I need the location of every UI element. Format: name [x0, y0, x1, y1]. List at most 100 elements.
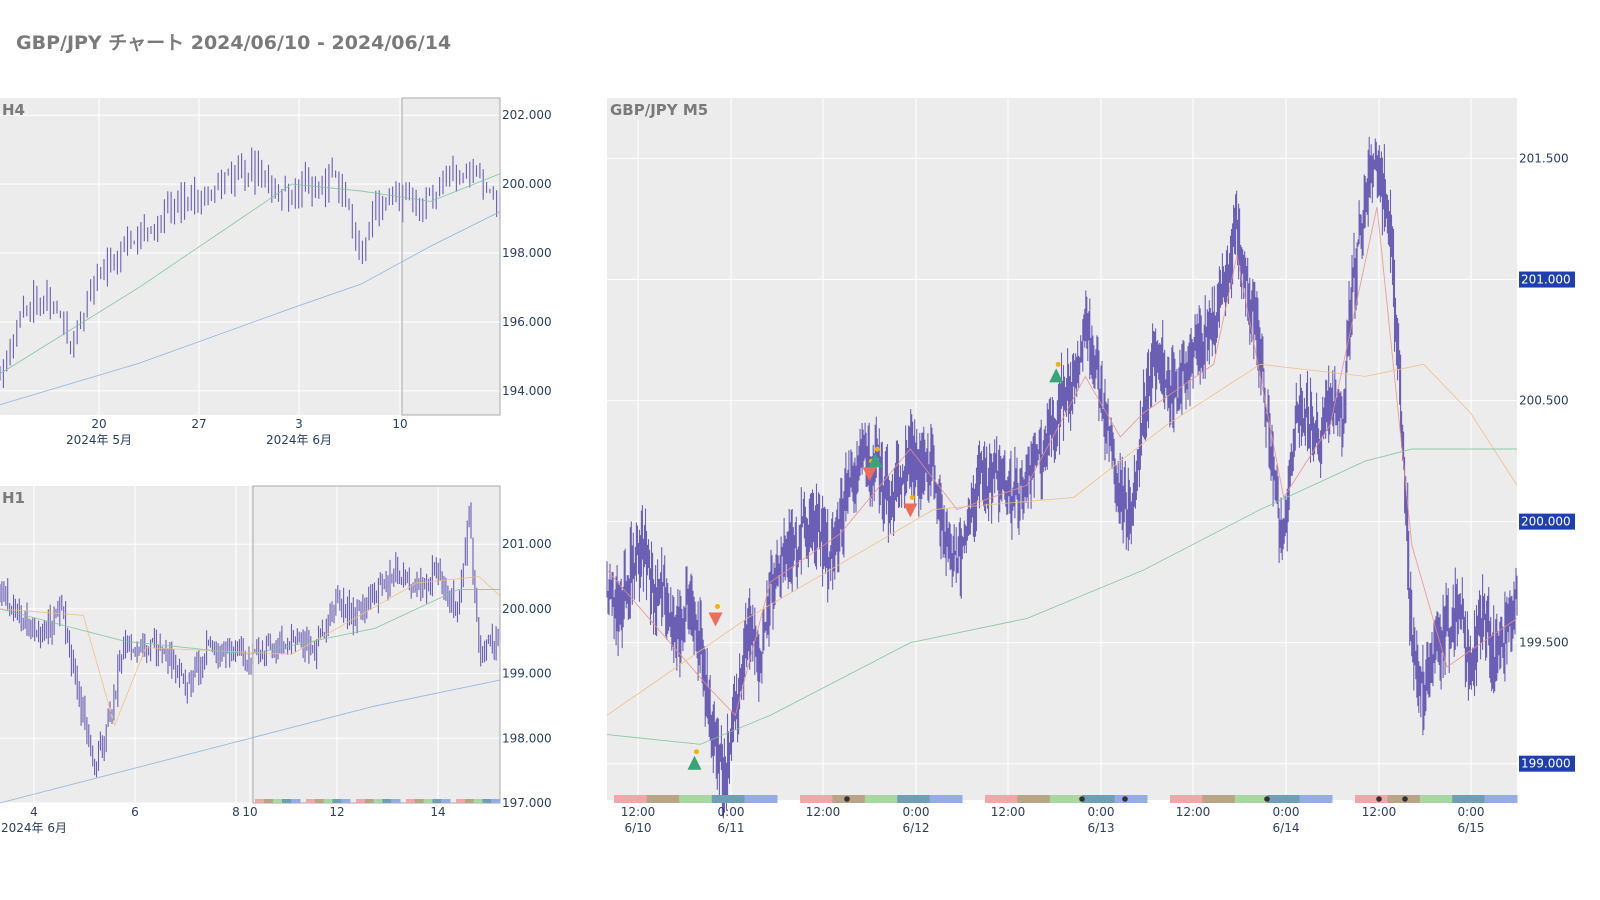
m5-session-band: [1452, 795, 1486, 803]
m5-x-tick-label: 12:00: [806, 805, 841, 819]
m5-price-badge: [1519, 755, 1575, 772]
h1-session-band: [432, 799, 442, 803]
m5-y-tick-label: 201.000: [1521, 273, 1571, 287]
m5-session-band: [711, 795, 745, 803]
m5-sell-signal: [862, 467, 877, 482]
m5-price-badge: [1519, 513, 1575, 530]
h1-session-band: [441, 799, 451, 803]
h1-x-tick-label: 12: [329, 805, 344, 819]
m5-candles: [606, 136, 1518, 819]
m5-x-tick-sublabel: 6/15: [1458, 821, 1485, 835]
m5-session-band: [744, 795, 778, 803]
m5-session-dot: [844, 796, 850, 802]
m5-session-band: [1419, 795, 1453, 803]
h1-session-band: [364, 799, 375, 803]
m5-y-tick-label: 200.000: [1521, 515, 1571, 529]
m5-buy-signal: [687, 755, 702, 770]
h1-session-band: [373, 799, 383, 803]
m5-session-band: [1484, 795, 1518, 803]
m5-x-tick-label: 12:00: [621, 805, 656, 819]
h4-plot-area[interactable]: [0, 98, 500, 415]
h1-session-band: [356, 799, 366, 803]
h1-ma-long-line: [0, 589, 500, 655]
h1-panel-label: H1: [2, 489, 25, 507]
h4-x-tick-label: 3: [295, 417, 303, 431]
m5-buy-signal: [1049, 368, 1064, 383]
h4-y-tick-label: 194.000: [502, 384, 552, 398]
m5-session-band: [1202, 795, 1236, 803]
h1-session-band: [314, 799, 325, 803]
m5-session-dot: [1122, 796, 1128, 802]
m5-session-band: [614, 795, 648, 803]
h1-y-tick-label: 197.000: [502, 796, 552, 810]
h1-session-band: [414, 799, 425, 803]
m5-y-tick-label: 201.500: [1519, 152, 1569, 166]
h1-y-tick-label: 199.000: [502, 667, 552, 681]
m5-x-tick-label: 0:00: [1458, 805, 1485, 819]
m5-sell-signal: [708, 612, 723, 627]
h1-ma-very-long-line: [0, 679, 501, 804]
h4-highlight-range: [401, 97, 501, 416]
m5-session-band: [864, 795, 898, 803]
m5-x-tick-sublabel: 6/14: [1273, 821, 1300, 835]
m5-price-badge: [1519, 271, 1575, 288]
m5-x-tick-sublabel: 6/13: [1088, 821, 1115, 835]
h1-session-band: [423, 799, 433, 803]
h4-panel-label: H4: [2, 101, 25, 119]
h1-session-band: [282, 799, 292, 803]
m5-signal-dot: [874, 446, 880, 452]
h1-session-band: [264, 799, 274, 803]
m5-session-dot: [1264, 796, 1270, 802]
chart-h1: 201.000 200.000 199.000 198.000 197.000 4 202…: [0, 485, 552, 835]
m5-x-tick-label: 12:00: [1176, 805, 1211, 819]
chart-h4: 202.000 200.000 198.000 196.000 194.000 20 20…: [0, 97, 552, 447]
m5-x-tick-sublabel: 6/11: [718, 821, 745, 835]
h4-ma-long-line: [0, 211, 501, 406]
m5-session-band: [1267, 795, 1301, 803]
h1-x-tick-label: 10: [242, 805, 257, 819]
m5-sell-signal: [903, 503, 918, 518]
h1-session-band: [323, 799, 333, 803]
m5-panel-label: GBP/JPY M5: [610, 101, 708, 119]
h1-session-band: [464, 799, 475, 803]
h1-x-tick-label: 6: [131, 805, 139, 819]
m5-x-tick-sublabel: 6/10: [625, 821, 652, 835]
m5-session-dot: [1402, 796, 1408, 802]
h1-session-band: [482, 799, 492, 803]
m5-x-tick-label: 0:00: [903, 805, 930, 819]
h4-x-tick-label: 27: [191, 417, 206, 431]
m5-y-tick-label: 200.500: [1519, 394, 1569, 408]
m5-signal-dot: [694, 749, 699, 755]
h4-y-tick-label: 198.000: [502, 246, 552, 260]
m5-x-tick-sublabel: 6/12: [903, 821, 930, 835]
m5-x-tick-label: 12:00: [1362, 805, 1397, 819]
h4-y-tick-label: 202.000: [502, 108, 552, 122]
h1-session-band: [391, 799, 401, 803]
m5-buy-signal: [868, 453, 883, 468]
m5-session-band: [646, 795, 680, 803]
m5-session-band: [929, 795, 963, 803]
m5-session-band: [1082, 795, 1116, 803]
h1-session-band: [255, 799, 265, 803]
m5-session-band: [1299, 795, 1333, 803]
h1-x-tick-sublabel: 2024年 6月: [1, 821, 67, 835]
m5-session-band: [679, 795, 713, 803]
h4-y-tick-label: 196.000: [502, 315, 552, 329]
h1-session-band: [456, 799, 466, 803]
m5-ma-short-line: [606, 206, 1518, 717]
m5-x-tick-label: 0:00: [718, 805, 745, 819]
m5-session-band: [1017, 795, 1051, 803]
h1-session-band: [273, 799, 283, 803]
m5-session-dot: [1079, 796, 1085, 802]
m5-signal-dot: [715, 603, 720, 609]
page-title: GBP/JPY チャート 2024/06/10 - 2024/06/14: [16, 32, 452, 54]
h4-x-tick-sublabel: 2024年 5月: [66, 433, 132, 447]
m5-ma-mid-line: [606, 363, 1518, 716]
m5-session-band: [897, 795, 931, 803]
m5-session-band: [1114, 795, 1148, 803]
h1-x-tick-label: 8: [232, 805, 240, 819]
h4-x-tick-label: 20: [91, 417, 106, 431]
m5-x-tick-label: 0:00: [1273, 805, 1300, 819]
m5-session-band: [1355, 795, 1388, 803]
h1-session-band: [473, 799, 483, 803]
